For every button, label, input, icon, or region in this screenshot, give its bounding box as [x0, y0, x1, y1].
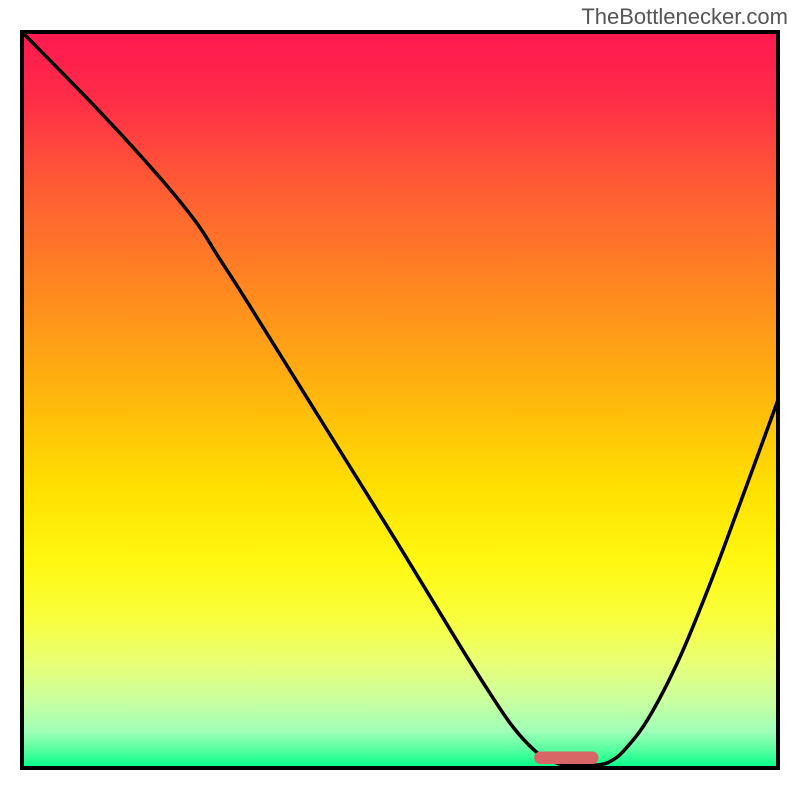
watermark-text: TheBottlenecker.com: [581, 4, 788, 30]
chart-container: { "watermark": { "text": "TheBottlenecke…: [0, 0, 800, 800]
optimal-marker: [534, 751, 598, 764]
plot-background: [22, 32, 778, 768]
chart-svg: [0, 0, 800, 800]
